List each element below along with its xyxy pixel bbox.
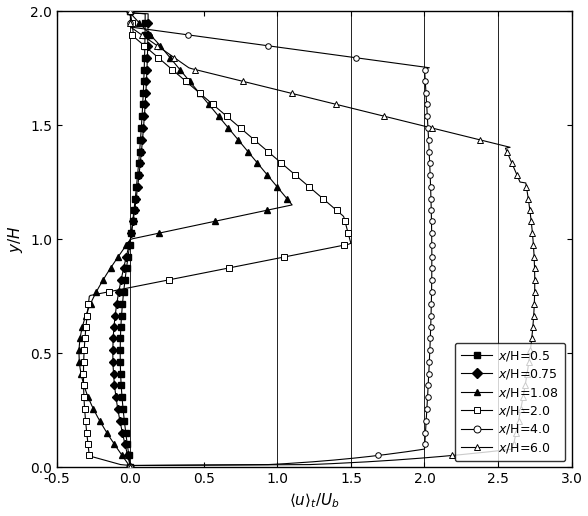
Y-axis label: $y/H$: $y/H$ <box>5 225 25 253</box>
Legend: $x$/H=0.5, $x$/H=0.75, $x$/H=1.08, $x$/H=2.0, $x$/H=4.0, $x$/H=6.0: $x$/H=0.5, $x$/H=0.75, $x$/H=1.08, $x$/H… <box>455 343 565 461</box>
X-axis label: $\langle u\rangle_t/U_b$: $\langle u\rangle_t/U_b$ <box>289 492 340 510</box>
